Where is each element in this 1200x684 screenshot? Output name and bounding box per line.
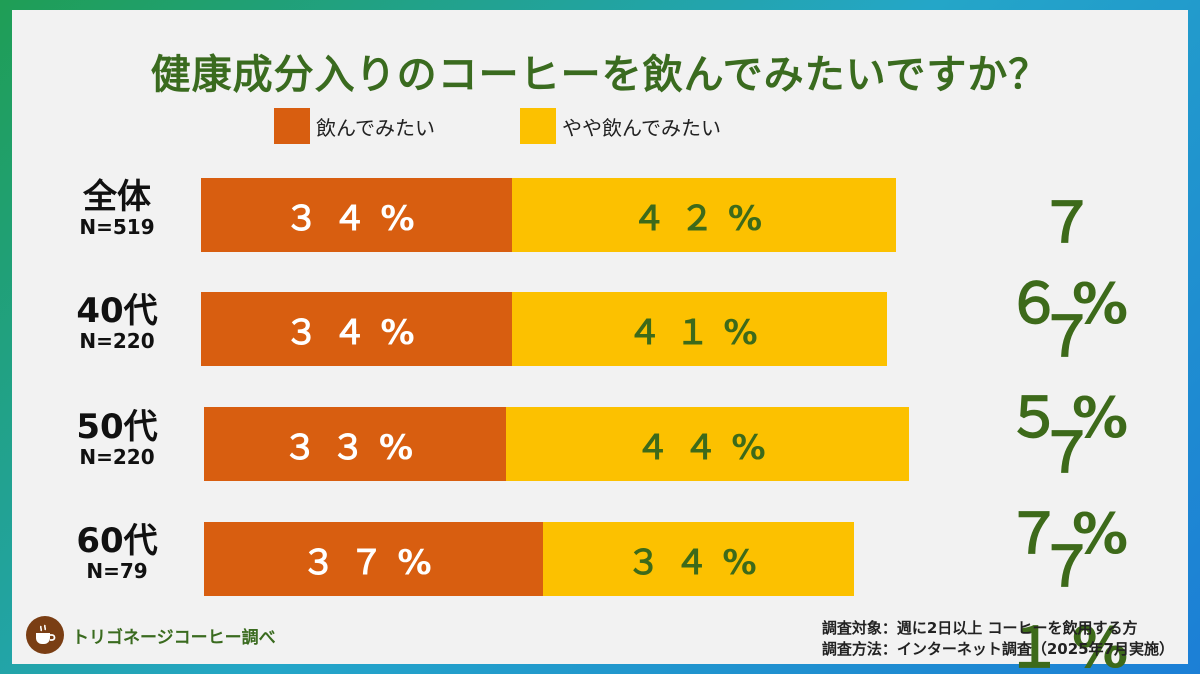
row-total: ７７% <box>1005 421 1139 567</box>
bar-row-60s: ３７% ３４% <box>204 522 854 596</box>
row-category: 50代 <box>76 407 158 447</box>
note-survey-method: 調査方法：インターネット調査（2025年7月実施） <box>821 640 1174 658</box>
row-sample-size: N=519 <box>79 215 155 239</box>
bar-segment-want: ３７% <box>204 522 543 596</box>
survey-notes: 調査対象：週に2日以上 コーヒーを飲用する方 調査方法：インターネット調査（20… <box>822 618 1174 660</box>
bar-row-all: ３４% ４２% <box>201 178 896 252</box>
legend-item-somewhat-want: やや飲んでみたい <box>520 108 721 144</box>
bar-segment-want: ３４% <box>201 292 512 366</box>
row-total: ７５% <box>1005 305 1139 451</box>
row-category: 全体 <box>83 177 151 217</box>
row-label-50s: 50代 N=220 <box>52 408 182 468</box>
row-total: ７６% <box>1005 191 1139 337</box>
bar-segment-somewhat-want: ４４% <box>506 407 909 481</box>
chart-title: 健康成分入りのコーヒーを飲んでみたいですか？ <box>150 52 1050 98</box>
bar-row-40s: ３４% ４１% <box>201 292 887 366</box>
bar-segment-want: ３３% <box>204 407 506 481</box>
note-survey-target: 調査対象：週に2日以上 コーヒーを飲用する方 <box>821 619 1138 637</box>
bar-segment-want: ３４% <box>201 178 512 252</box>
chart-panel: 健康成分入りのコーヒーを飲んでみたいですか？ 飲んでみたい やや飲んでみたい 全… <box>12 10 1188 681</box>
row-label-40s: 40代 N=220 <box>52 292 182 352</box>
row-total: ７１% <box>1005 535 1139 681</box>
row-sample-size: N=79 <box>86 559 148 583</box>
legend-swatch-somewhat-want <box>520 108 556 144</box>
row-label-60s: 60代 N=79 <box>52 522 182 582</box>
coffee-cup-icon <box>26 616 64 654</box>
row-category: 60代 <box>76 521 158 561</box>
bar-row-50s: ３３% ４４% <box>204 407 909 481</box>
row-sample-size: N=220 <box>79 329 155 353</box>
legend-label-want: 飲んでみたい <box>316 115 435 140</box>
row-category: 40代 <box>76 291 158 331</box>
bar-segment-somewhat-want: ３４% <box>543 522 854 596</box>
legend-item-want: 飲んでみたい <box>274 108 435 144</box>
legend-swatch-want <box>274 108 310 144</box>
brand: トリゴネージコーヒー調べ <box>26 616 276 654</box>
bar-segment-somewhat-want: ４２% <box>512 178 896 252</box>
row-label-all: 全体 N=519 <box>52 178 182 238</box>
bar-segment-somewhat-want: ４１% <box>512 292 887 366</box>
legend-label-somewhat-want: やや飲んでみたい <box>562 115 721 140</box>
brand-name: トリゴネージコーヒー調べ <box>72 627 276 648</box>
row-sample-size: N=220 <box>79 445 155 469</box>
